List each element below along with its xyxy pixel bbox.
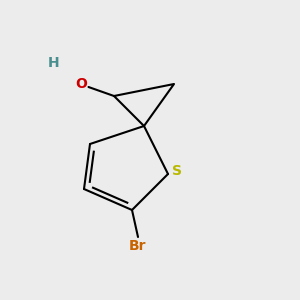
Text: O: O — [75, 77, 87, 91]
Text: S: S — [172, 164, 182, 178]
Text: Br: Br — [129, 239, 147, 253]
Text: H: H — [48, 56, 60, 70]
